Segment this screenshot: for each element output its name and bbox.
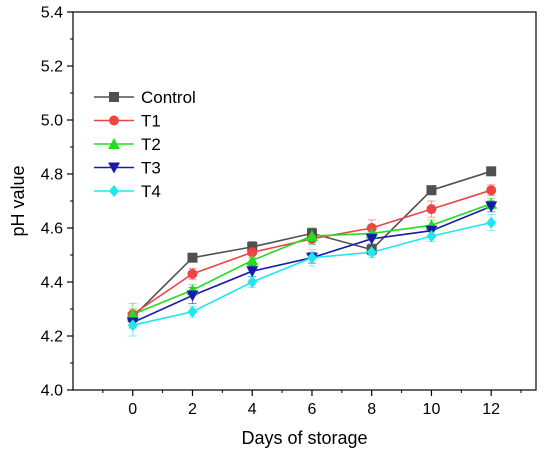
y-tick-label: 4.8 xyxy=(41,167,63,184)
data-point-control xyxy=(247,241,258,252)
series-lines xyxy=(132,170,492,326)
data-point-t3 xyxy=(485,201,498,213)
x-tick-label: 2 xyxy=(188,401,197,418)
x-axis-title: Days of storage xyxy=(241,428,367,448)
legend-label: T2 xyxy=(141,135,161,154)
x-tick-label: 6 xyxy=(308,401,317,418)
data-point-t1 xyxy=(247,247,258,258)
legend-label: T1 xyxy=(141,112,161,131)
axes: 0 2 4 6 8 10 12 4.0 4.2 4.4 4.6 4.8 5.0 5.2 5.4 xyxy=(41,5,522,418)
data-point-control xyxy=(426,185,437,196)
data-point-t4 xyxy=(486,216,497,229)
x-tick-label: 10 xyxy=(423,401,441,418)
y-axis-title: pH value xyxy=(8,165,28,236)
x-tick-label: 0 xyxy=(128,401,137,418)
data-point-t2 xyxy=(305,230,318,242)
data-point-t1 xyxy=(187,268,198,279)
x-tick-label: 4 xyxy=(248,401,257,418)
data-point-t3 xyxy=(365,233,378,245)
plot-area-frame xyxy=(72,11,537,391)
legend-label: T4 xyxy=(141,182,161,201)
y-tick-label: 5.0 xyxy=(41,113,63,130)
legend-label: Control xyxy=(141,88,196,107)
data-point-control xyxy=(486,166,497,177)
data-point-t4 xyxy=(187,305,198,318)
data-point-t2 xyxy=(126,308,139,320)
data-point-t4 xyxy=(127,319,138,332)
data-point-t4 xyxy=(366,246,377,259)
data-point-t4 xyxy=(306,251,317,264)
y-tick-label: 4.6 xyxy=(41,221,63,238)
x-tick-label: 12 xyxy=(482,401,500,418)
data-point-control xyxy=(187,252,198,263)
data-point-t4 xyxy=(426,230,437,243)
data-point-t2 xyxy=(246,254,259,266)
y-tick-label: 5.4 xyxy=(41,5,63,22)
x-tick-label: 8 xyxy=(367,401,376,418)
legend-marker xyxy=(108,162,120,174)
legend-marker xyxy=(109,92,119,102)
y-tick-label: 4.2 xyxy=(41,329,63,346)
y-tick-label: 5.2 xyxy=(41,59,63,76)
data-point-t1 xyxy=(426,204,437,215)
error-bars xyxy=(128,166,496,337)
y-tick-label: 4.4 xyxy=(41,275,63,292)
data-point-t3 xyxy=(246,266,259,278)
y-tick-label: 4.0 xyxy=(41,383,63,400)
legend: Control T1 T2 T3 T4 xyxy=(94,88,196,201)
data-point-t3 xyxy=(186,290,199,302)
legend-marker xyxy=(108,138,120,149)
legend-marker xyxy=(109,115,119,126)
series-markers xyxy=(126,166,498,332)
data-point-t1 xyxy=(486,185,497,196)
legend-marker xyxy=(109,185,119,197)
legend-label: T3 xyxy=(141,159,161,178)
data-point-t4 xyxy=(247,276,258,288)
